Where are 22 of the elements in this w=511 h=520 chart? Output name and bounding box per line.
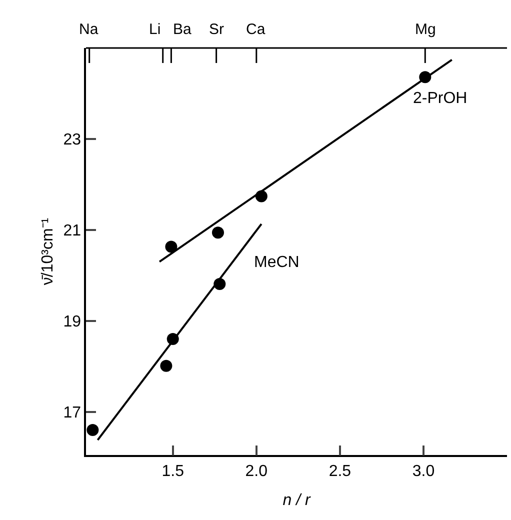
x-axis-title: n / r (282, 492, 311, 510)
point (212, 226, 224, 239)
ref-line-label: Mg (415, 21, 436, 38)
y-tick-label: 19 (63, 313, 82, 330)
point (165, 240, 178, 253)
ref-line-label: Li (149, 21, 161, 38)
ref-line-label: Ba (173, 21, 192, 38)
ref-line-label: Na (79, 21, 99, 38)
y-tick-label: 21 (63, 222, 82, 240)
point (160, 360, 172, 372)
x-tick-label: 2.0 (245, 462, 268, 480)
y-tick-label: 17 (63, 404, 82, 422)
series-label: MeCN (254, 254, 300, 271)
y-axis-title: ν̄/10³cm⁻¹ (40, 218, 57, 286)
x-tick-label: 2.5 (328, 462, 352, 480)
point (86, 424, 99, 436)
x-tick-label: 1.5 (162, 462, 184, 480)
y-tick-label: 23 (63, 132, 82, 149)
x-tick-label: 3.0 (412, 462, 435, 480)
series-label: 2-PrOH (413, 90, 468, 107)
ref-line-label: Ca (246, 21, 266, 38)
ref-line-label: Sr (209, 21, 224, 38)
